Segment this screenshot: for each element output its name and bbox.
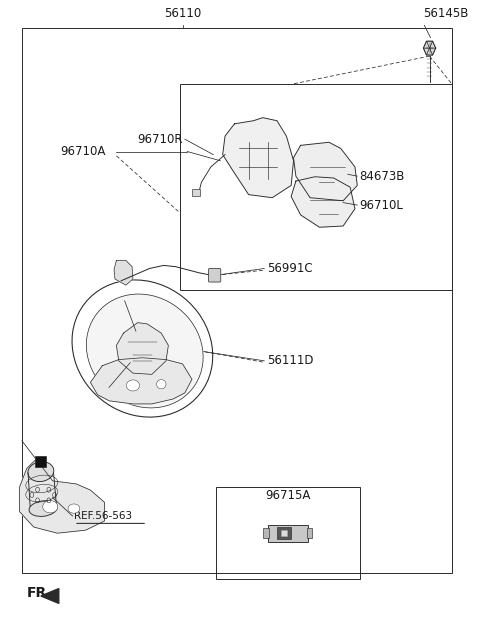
Bar [264, 528, 269, 538]
Bar [22, 28, 452, 573]
Ellipse shape [68, 504, 80, 513]
Ellipse shape [86, 294, 203, 408]
Text: 56111D: 56111D [267, 354, 314, 367]
Text: 56991C: 56991C [267, 262, 313, 275]
Text: 96710L: 96710L [360, 199, 404, 212]
Ellipse shape [156, 379, 166, 389]
Polygon shape [291, 176, 355, 227]
Bar [281, 530, 287, 536]
Text: 96710A: 96710A [60, 145, 106, 158]
Bar [268, 524, 308, 542]
Polygon shape [117, 323, 168, 375]
Ellipse shape [29, 501, 57, 516]
Bar [192, 189, 201, 196]
Ellipse shape [126, 380, 140, 391]
FancyBboxPatch shape [208, 268, 221, 282]
Polygon shape [114, 260, 133, 285]
Text: 56145B: 56145B [423, 7, 469, 20]
Ellipse shape [43, 500, 58, 513]
Text: 96715A: 96715A [265, 489, 311, 502]
Bar [277, 527, 291, 539]
Bar [216, 487, 360, 579]
Text: 96710R: 96710R [137, 133, 182, 146]
Polygon shape [223, 118, 293, 197]
Polygon shape [293, 143, 357, 201]
Bar [180, 84, 452, 290]
Polygon shape [423, 41, 436, 55]
Polygon shape [20, 459, 105, 533]
Text: REF.56-563: REF.56-563 [74, 511, 132, 521]
Ellipse shape [28, 462, 54, 481]
Text: FR.: FR. [27, 586, 52, 600]
Bar [35, 455, 46, 466]
Text: 56110: 56110 [164, 7, 201, 20]
Bar [307, 528, 312, 538]
Polygon shape [41, 589, 59, 603]
Polygon shape [90, 358, 192, 404]
Text: 84673B: 84673B [360, 170, 405, 183]
